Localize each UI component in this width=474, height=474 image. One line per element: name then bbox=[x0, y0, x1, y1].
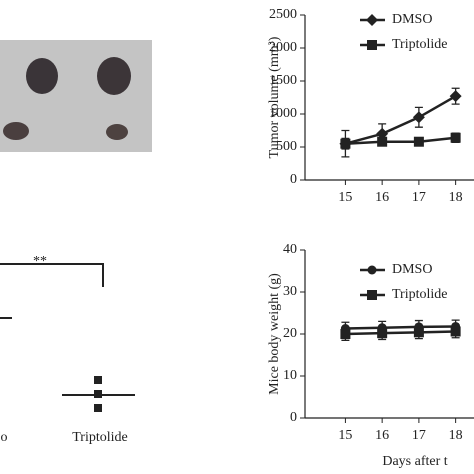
y-tick-label: 20 bbox=[283, 326, 297, 341]
marker bbox=[413, 136, 424, 147]
x-tick-label: 18 bbox=[449, 190, 463, 205]
x-tick-label: 16 bbox=[375, 190, 389, 205]
significance: ** bbox=[33, 254, 47, 269]
marker bbox=[366, 14, 378, 26]
y-axis-label: Tumor volume (mm³) bbox=[267, 36, 282, 158]
y-tick-label: 1500 bbox=[269, 73, 297, 88]
y-tick-label: 0 bbox=[290, 172, 297, 187]
legend-label: DMSO bbox=[392, 262, 432, 277]
marker bbox=[367, 40, 377, 50]
x-tick-label: o bbox=[1, 430, 8, 445]
x-tick-label: 17 bbox=[412, 190, 426, 205]
legend-label: DMSO bbox=[392, 12, 432, 27]
x-tick-label: 15 bbox=[338, 428, 352, 443]
series-line bbox=[345, 325, 456, 330]
tumor-photo bbox=[0, 40, 152, 152]
marker bbox=[450, 326, 461, 337]
marker bbox=[367, 265, 377, 275]
y-tick-label: 0 bbox=[290, 410, 297, 425]
marker bbox=[413, 327, 424, 338]
series-line bbox=[345, 95, 457, 145]
y-tick-label: 40 bbox=[283, 242, 297, 257]
x-tick-label: Triptolide bbox=[72, 430, 128, 445]
y-tick-label: 10 bbox=[283, 368, 297, 383]
marker bbox=[377, 328, 388, 339]
marker bbox=[340, 329, 351, 339]
legend-label: Triptolide bbox=[392, 287, 448, 302]
y-tick-label: 2000 bbox=[269, 40, 297, 55]
marker bbox=[449, 90, 462, 103]
marker bbox=[377, 136, 388, 147]
x-tick-label: 18 bbox=[449, 428, 463, 443]
dot-plot bbox=[0, 263, 135, 412]
marker bbox=[450, 132, 461, 143]
x-tick-label: 15 bbox=[338, 190, 352, 205]
marker bbox=[367, 290, 377, 300]
x-tick-label: 17 bbox=[412, 428, 426, 443]
x-tick-label: 16 bbox=[375, 428, 389, 443]
series-line bbox=[345, 136, 456, 145]
y-tick-label: 500 bbox=[276, 139, 297, 154]
y-tick-label: 2500 bbox=[269, 7, 297, 22]
y-axis-label: Mice body weight (g) bbox=[267, 273, 282, 395]
legend-label: Triptolide bbox=[392, 37, 448, 52]
series-line bbox=[345, 330, 456, 336]
marker bbox=[412, 111, 425, 124]
y-tick-label: 30 bbox=[283, 284, 297, 299]
marker bbox=[340, 138, 351, 149]
x-axis-label: Days after t bbox=[382, 454, 447, 469]
y-tick-label: 1000 bbox=[269, 106, 297, 121]
